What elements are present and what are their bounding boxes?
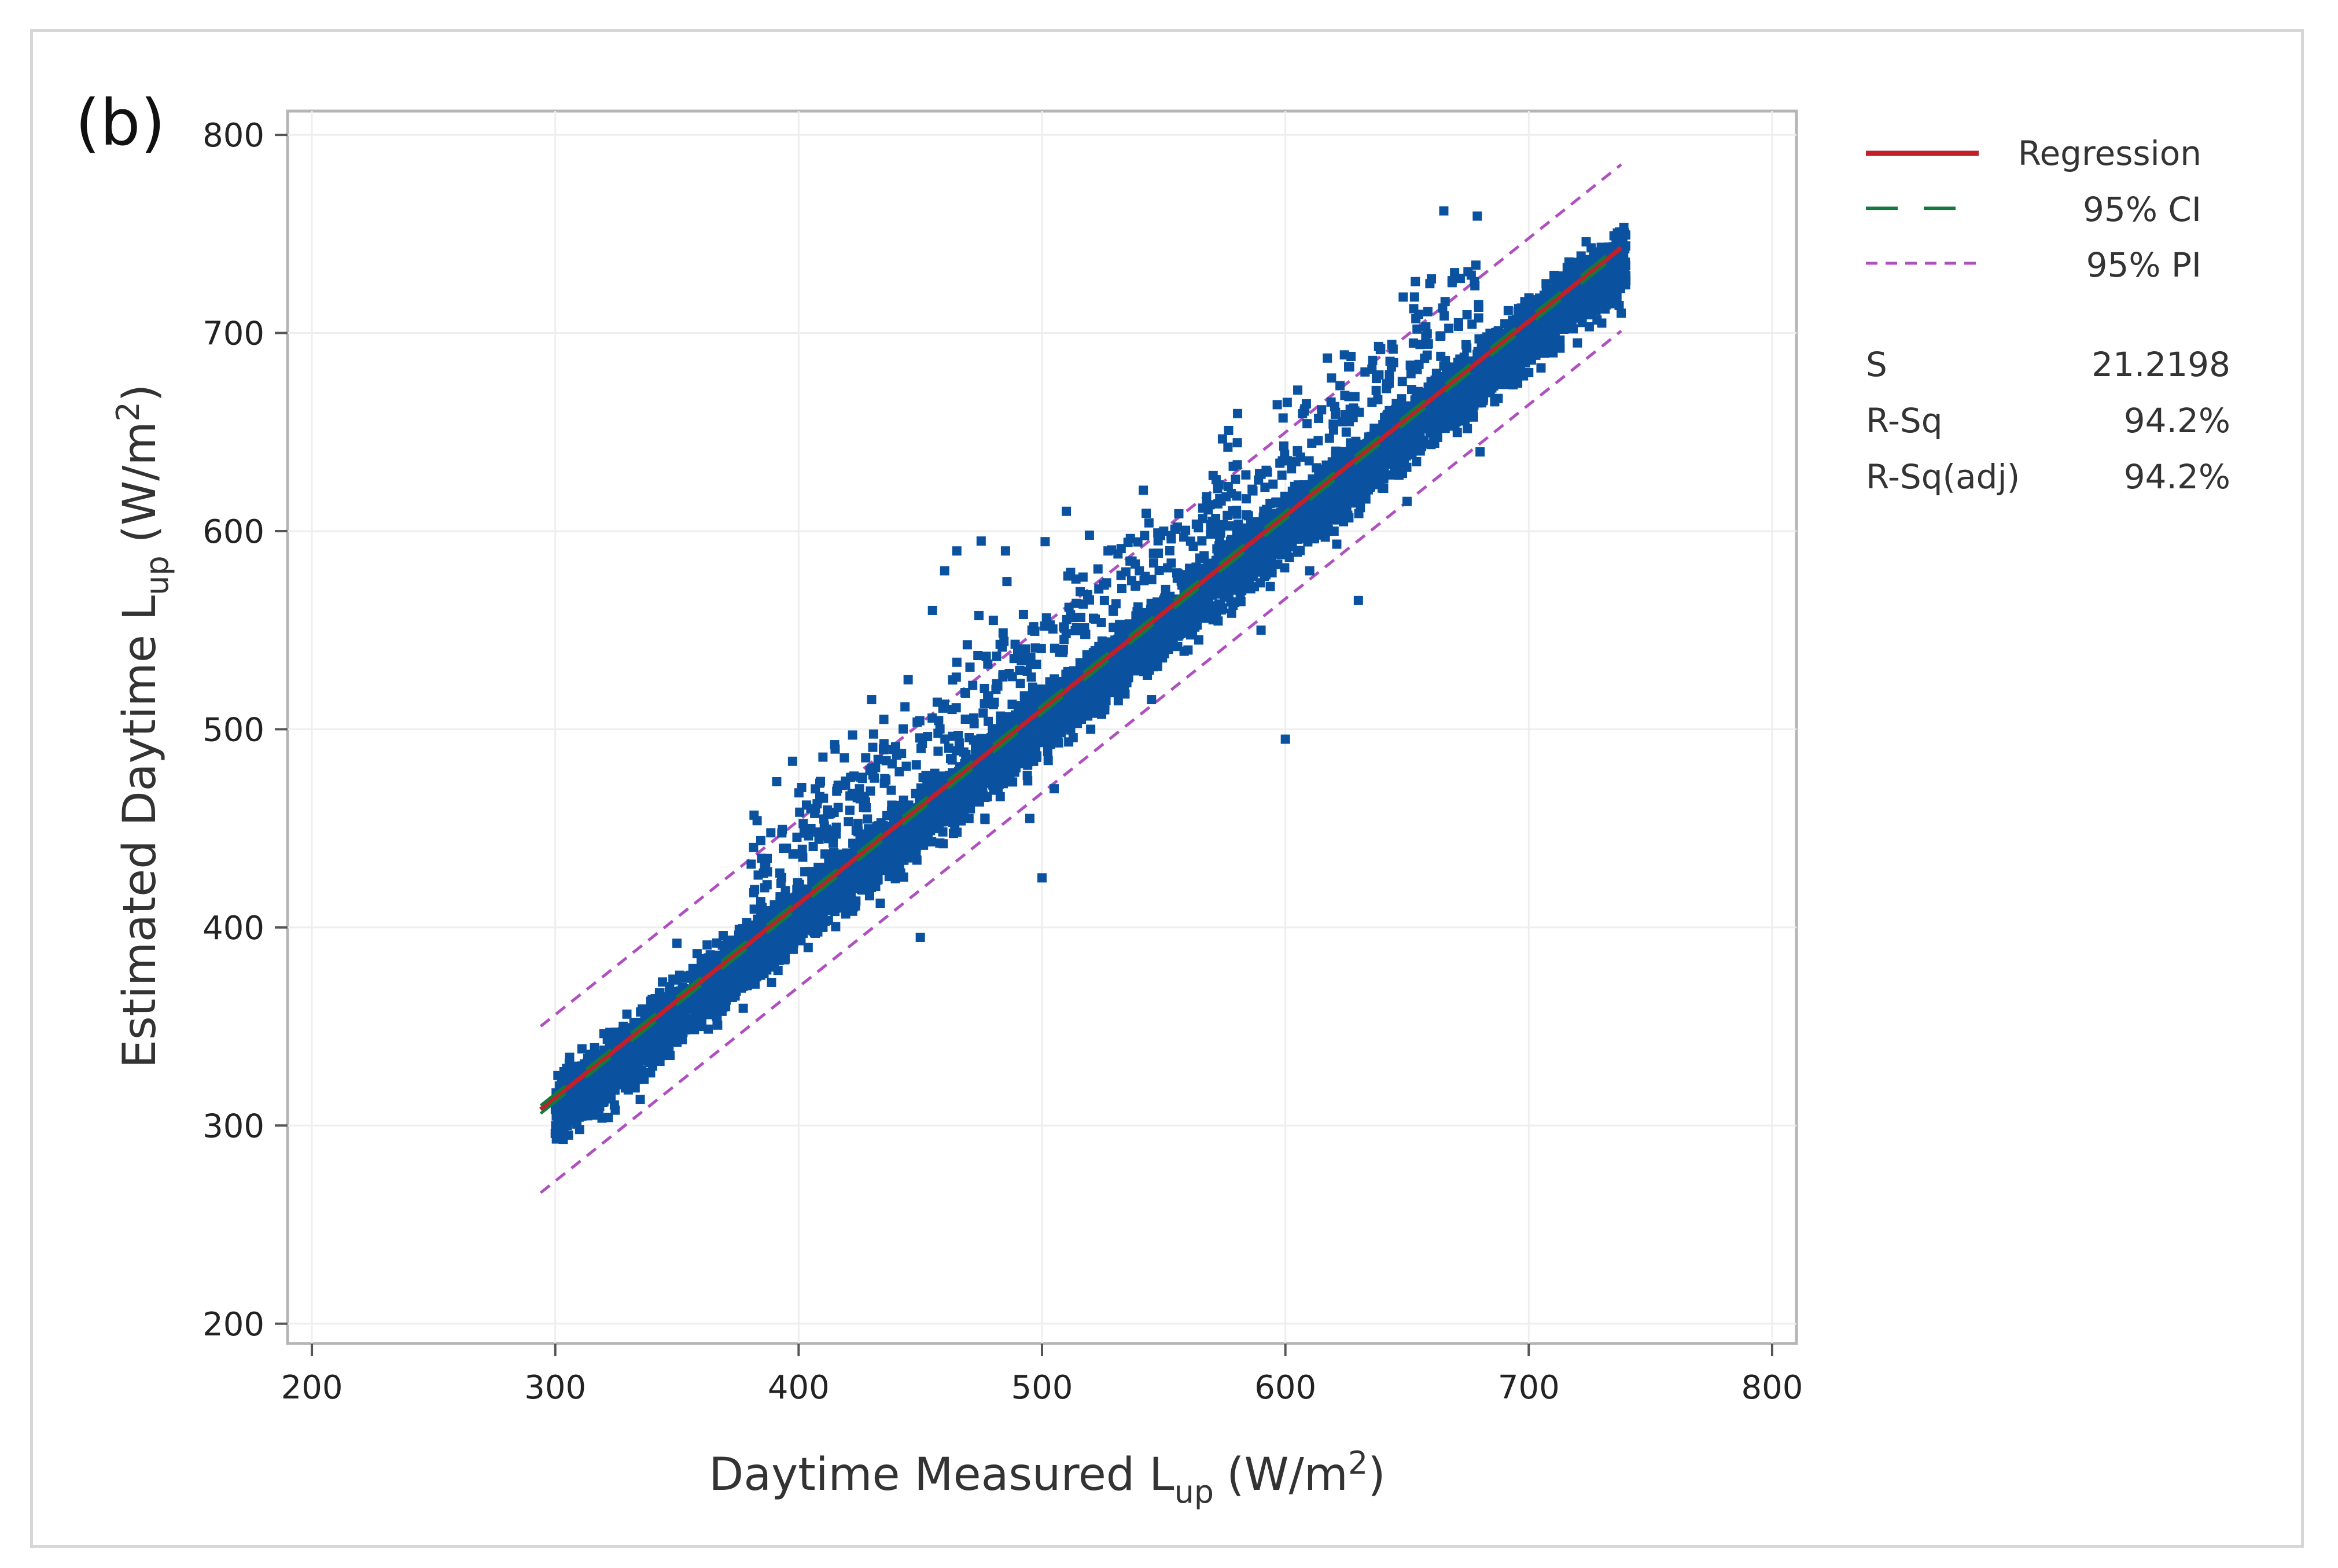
data-point (863, 814, 872, 824)
data-point (1028, 682, 1037, 692)
data-point (1361, 494, 1371, 504)
data-point (1517, 354, 1527, 363)
data-point (961, 749, 971, 759)
data-point (635, 1095, 645, 1105)
data-point (702, 940, 712, 950)
data-point (1199, 551, 1209, 561)
data-point (1412, 457, 1422, 466)
data-point (713, 1020, 723, 1030)
data-point (1064, 737, 1074, 747)
data-point (1397, 394, 1407, 404)
data-point (1045, 677, 1055, 687)
data-point (1536, 363, 1546, 373)
data-point (1003, 712, 1012, 722)
data-point (916, 783, 926, 793)
data-point (1224, 542, 1234, 552)
data-point (1043, 746, 1052, 756)
data-point (1265, 581, 1275, 591)
data-point (899, 872, 908, 882)
data-point (686, 970, 695, 980)
data-point (947, 755, 957, 765)
data-point (1614, 301, 1624, 311)
data-point (1075, 658, 1085, 668)
data-point (678, 971, 688, 981)
data-point (864, 824, 874, 834)
data-point (1194, 635, 1203, 645)
data-point (984, 716, 993, 726)
data-point (1398, 469, 1408, 479)
data-point (1573, 257, 1582, 267)
data-point (952, 746, 962, 756)
data-point (803, 943, 813, 952)
data-point (1228, 601, 1238, 610)
data-point (1332, 539, 1342, 549)
data-point (1216, 528, 1225, 538)
data-point (980, 814, 990, 823)
data-point (1066, 725, 1076, 735)
data-point (1503, 305, 1513, 315)
pi-lower-line (539, 330, 1622, 1194)
data-point (875, 899, 885, 908)
data-point (1339, 517, 1349, 527)
data-point (831, 922, 841, 932)
data-point (767, 977, 776, 987)
data-point (1227, 608, 1236, 618)
data-point (577, 1044, 587, 1054)
panel-label: (b) (75, 86, 165, 160)
data-point (1387, 470, 1397, 480)
data-point (1007, 700, 1017, 709)
data-point (1280, 563, 1290, 573)
data-point (819, 863, 829, 873)
data-point (1043, 756, 1053, 765)
data-point (912, 855, 922, 865)
data-point (1430, 438, 1439, 448)
data-point (1452, 428, 1462, 437)
data-point (766, 908, 776, 918)
data-point (603, 1113, 613, 1122)
data-point (1586, 243, 1596, 253)
